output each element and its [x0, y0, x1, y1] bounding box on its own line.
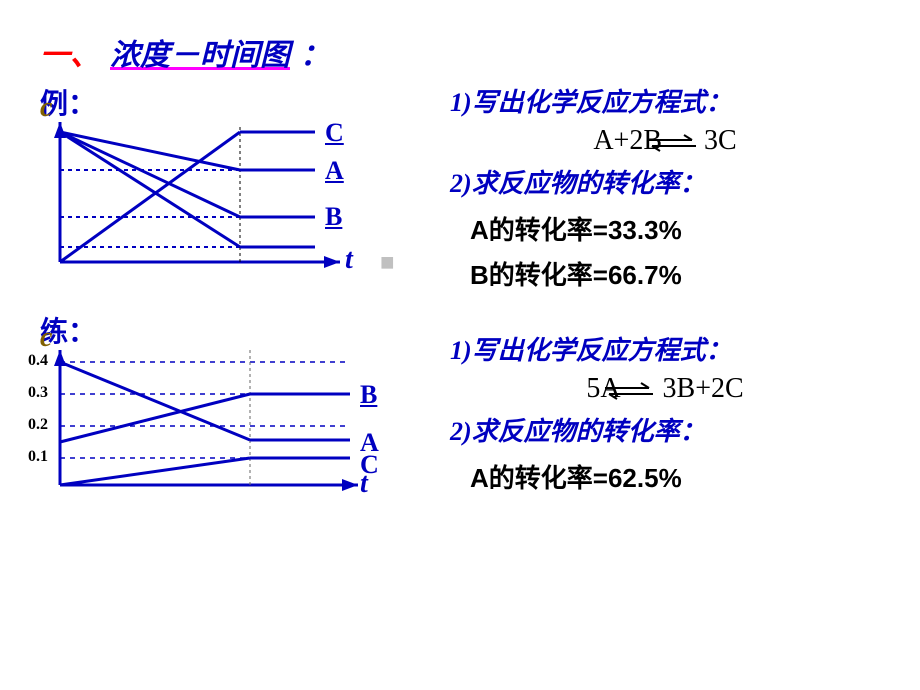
ans2: A的转化率=62.5% [470, 458, 880, 495]
practice-label: 练： [40, 310, 440, 350]
chart1-label-a: A [325, 156, 344, 186]
section-title: 一、 浓度－时间图 ： [40, 30, 880, 74]
q1: 1)写出化学反应方程式： [450, 82, 880, 119]
chart1-label-b: B [325, 202, 342, 232]
q2-practice: 2)求反应物的转化率： [450, 411, 880, 448]
q1-practice: 1)写出化学反应方程式： [450, 330, 880, 367]
axis-t-label-1: t [345, 244, 353, 276]
axis-c-label-2: c [40, 322, 52, 354]
ans1a: A的转化率=33.3% [470, 210, 880, 247]
ans1b: B的转化率=66.7% [470, 255, 880, 292]
ytick-01: 0.1 [28, 448, 48, 466]
axis-c-label-1: c [40, 92, 52, 124]
chart2-label-b: B [360, 380, 377, 410]
example-chart-area: 例： c [40, 82, 440, 282]
q2: 2)求反应物的转化率： [450, 163, 880, 200]
chart-2 [50, 350, 370, 500]
equilibrium-arrow-1 [648, 133, 696, 153]
title-main: 浓度－时间图 [110, 30, 290, 74]
example-label: 例： [40, 82, 440, 122]
dot-marker-1: ■ [380, 250, 395, 277]
chart-1 [50, 122, 350, 282]
title-suffix: ： [300, 30, 330, 74]
title-prefix: 一、 [40, 30, 100, 74]
chart1-label-c: C [325, 118, 344, 148]
practice-chart-area: 练： c 0.4 0.3 0.2 0.1 [40, 310, 440, 500]
practice-qa: 1)写出化学反应方程式： 5A 3B+2C 2)求反应物的转化率： A的转化率=… [450, 330, 880, 495]
example-qa: 1)写出化学反应方程式： A+2B 3C 2)求反应物的转化率： A的转化率=3… [450, 82, 880, 292]
ytick-03: 0.3 [28, 384, 48, 402]
ytick-02: 0.2 [28, 416, 48, 434]
ytick-04: 0.4 [28, 352, 48, 370]
chart2-label-c: C [360, 450, 379, 480]
equilibrium-arrow-2 [605, 381, 653, 401]
